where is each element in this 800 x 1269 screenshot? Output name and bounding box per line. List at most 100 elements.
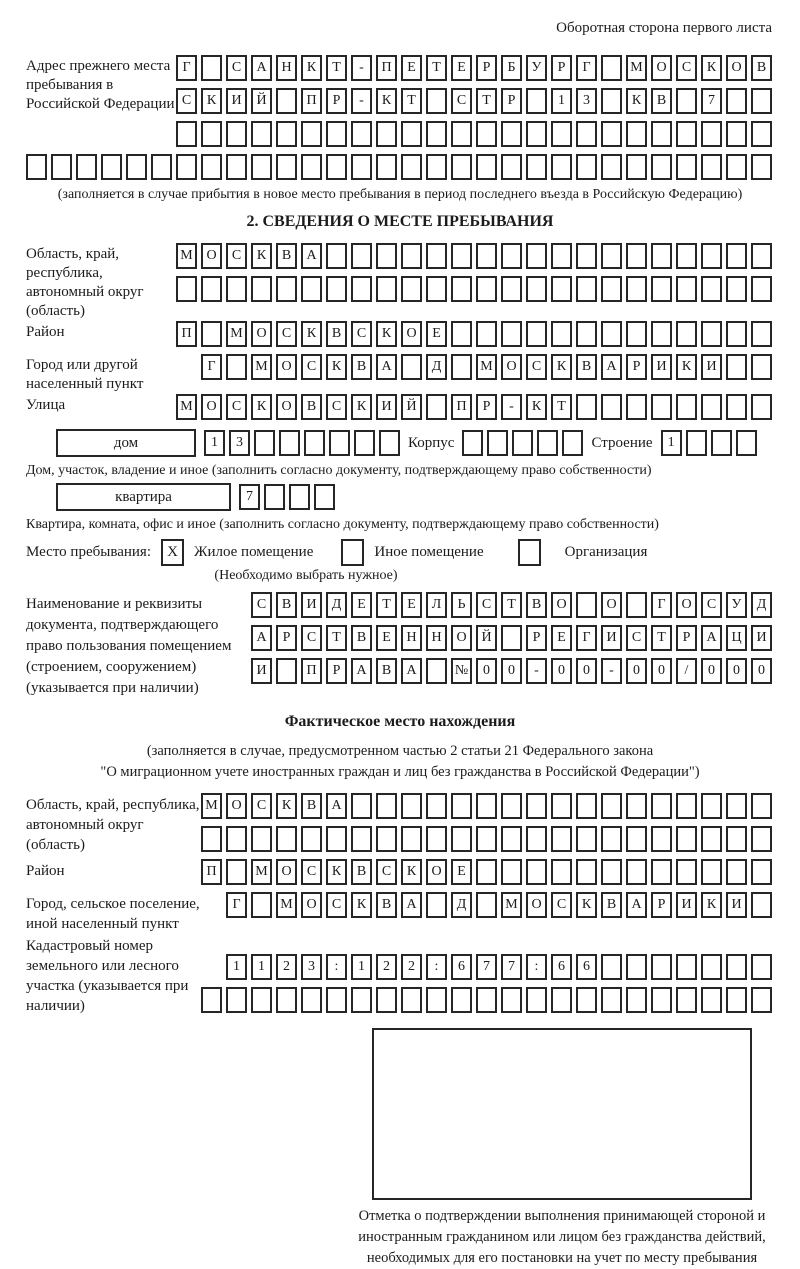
char-cell — [701, 859, 722, 885]
char-cell — [26, 154, 47, 180]
document-field: Наименование и реквизиты документа, подт… — [26, 592, 774, 699]
char-cell — [701, 793, 722, 819]
char-cell: К — [526, 394, 547, 420]
char-cell: М — [251, 354, 272, 380]
char-cell — [351, 987, 372, 1013]
char-cell: П — [451, 394, 472, 420]
char-cell — [576, 859, 597, 885]
char-cell — [751, 892, 772, 918]
char-cell: С — [251, 793, 272, 819]
char-cell: Д — [326, 592, 347, 618]
fact-city-label: Город, сельское поселение, иной населенн… — [26, 896, 200, 932]
char-cell: Т — [476, 88, 497, 114]
char-cell: С — [701, 592, 722, 618]
char-cell — [551, 987, 572, 1013]
char-cell — [462, 430, 484, 456]
house-box: дом — [56, 429, 196, 457]
char-cell: О — [276, 354, 297, 380]
char-cell: А — [326, 793, 347, 819]
char-cell — [651, 154, 672, 180]
char-cell: А — [401, 892, 422, 918]
char-cell: Г — [651, 592, 672, 618]
char-cell: А — [251, 625, 272, 651]
char-cell — [501, 121, 522, 147]
char-cell — [551, 321, 572, 347]
char-cell: С — [351, 321, 372, 347]
char-cell: Т — [326, 625, 347, 651]
char-cell: Г — [226, 892, 247, 918]
char-cell — [276, 276, 297, 302]
korpus-label: Корпус — [408, 434, 455, 451]
char-cell — [651, 276, 672, 302]
char-cell — [326, 154, 347, 180]
char-cell — [626, 243, 647, 269]
korpus-cells — [462, 430, 584, 456]
char-cell: С — [276, 321, 297, 347]
char-cell: К — [376, 88, 397, 114]
char-cell — [701, 826, 722, 852]
char-cell — [676, 243, 697, 269]
char-cell: Д — [426, 354, 447, 380]
char-cell — [226, 276, 247, 302]
char-cell — [376, 154, 397, 180]
char-cell: П — [301, 658, 322, 684]
char-cell — [351, 826, 372, 852]
char-cell — [726, 354, 747, 380]
stay-type-field: Место пребывания: X Жилое помещение Иное… — [26, 539, 774, 566]
char-cell: 1 — [660, 430, 682, 456]
char-cell — [651, 321, 672, 347]
char-cell: Н — [276, 55, 297, 81]
char-cell: И — [226, 88, 247, 114]
char-cell — [576, 276, 597, 302]
char-cell: 6 — [551, 954, 572, 980]
char-cell: А — [601, 354, 622, 380]
char-cell: К — [326, 859, 347, 885]
char-cell: С — [301, 354, 322, 380]
char-cell — [379, 430, 400, 456]
char-cell — [426, 394, 447, 420]
char-cell — [426, 243, 447, 269]
char-cell — [201, 154, 222, 180]
char-cell: С — [626, 625, 647, 651]
char-cell — [476, 793, 497, 819]
char-cell — [101, 154, 122, 180]
char-cell: В — [301, 394, 322, 420]
fact-region-field: Область, край, республика, автономный ок… — [26, 793, 774, 859]
char-cell — [476, 826, 497, 852]
actual-location-note-1: (заполняется в случае, предусмотренном ч… — [146, 743, 654, 759]
char-cell: С — [226, 394, 247, 420]
char-cell: 1 — [204, 430, 225, 456]
char-cell — [151, 154, 172, 180]
char-cell — [401, 793, 422, 819]
fact-city-field: Город, сельское поселение, иной населенн… — [26, 892, 774, 934]
char-cell: О — [401, 321, 422, 347]
char-cell — [451, 826, 472, 852]
char-cell — [576, 793, 597, 819]
char-cell: О — [301, 892, 322, 918]
char-cell: Е — [376, 625, 397, 651]
char-cell — [576, 987, 597, 1013]
char-cell: К — [376, 321, 397, 347]
char-cell — [376, 987, 397, 1013]
char-cell — [251, 892, 272, 918]
char-cell — [451, 354, 472, 380]
char-cell — [726, 243, 747, 269]
char-cell: 7 — [701, 88, 722, 114]
char-cell — [651, 987, 672, 1013]
char-cell: К — [701, 892, 722, 918]
fact-district-label: Район — [26, 863, 65, 879]
char-cell: В — [376, 658, 397, 684]
char-cell: М — [626, 55, 647, 81]
char-cell: К — [351, 892, 372, 918]
char-cell — [289, 484, 310, 510]
char-cell: М — [226, 321, 247, 347]
char-cell: Р — [676, 625, 697, 651]
char-cell: М — [176, 394, 197, 420]
char-cell — [735, 430, 757, 456]
char-cell — [476, 987, 497, 1013]
char-cell — [626, 321, 647, 347]
